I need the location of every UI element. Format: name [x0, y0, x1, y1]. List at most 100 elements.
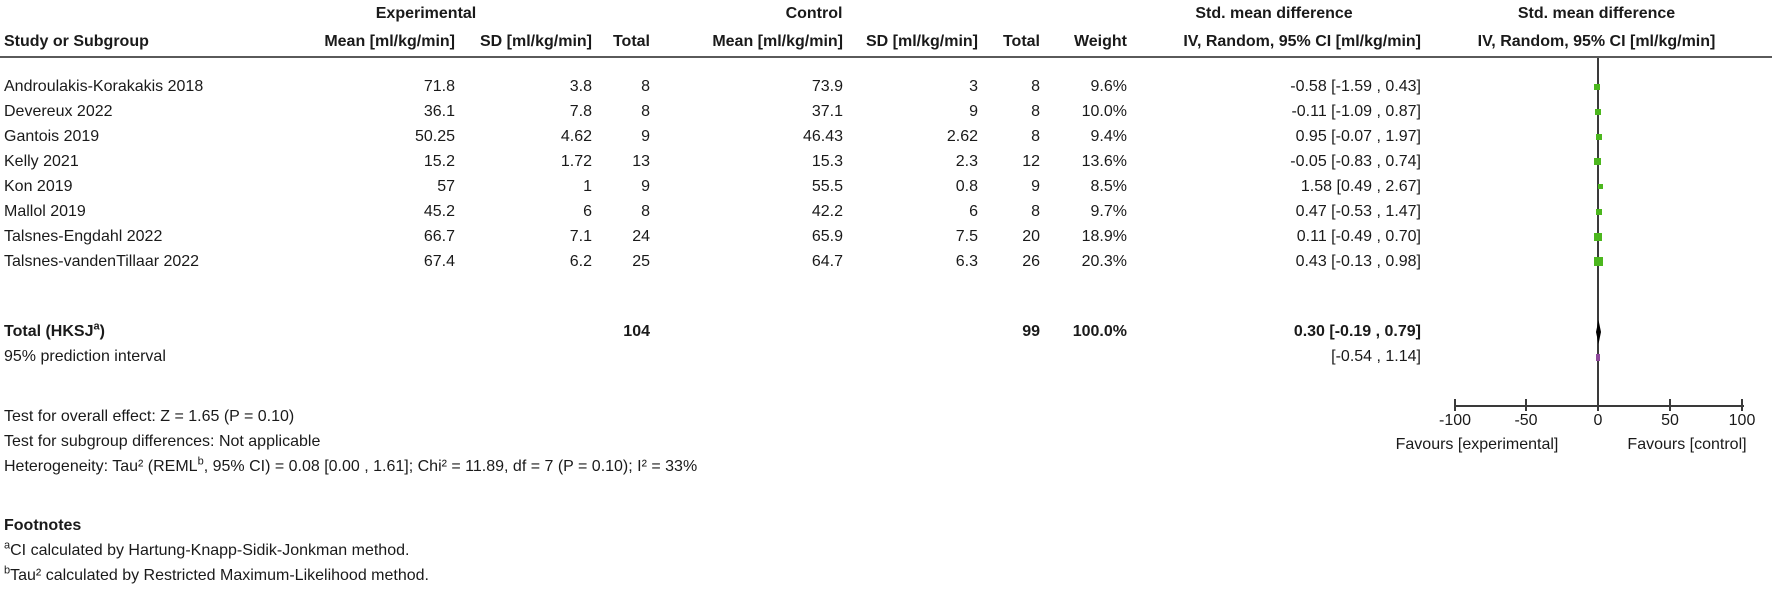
col-header-ctrl-sd: SD [ml/kg/min] [865, 33, 978, 50]
col-header-weight: Weight [1073, 33, 1127, 50]
study-name: Devereux 2022 [4, 103, 113, 120]
exp-total-value: 8 [641, 203, 650, 220]
exp-sd-value: 1 [583, 178, 592, 195]
col-header-study: Study or Subgroup [4, 33, 149, 50]
ctrl-mean-value: 64.7 [811, 253, 843, 270]
heterogeneity-pre: Heterogeneity: Tau² (REML [4, 458, 198, 475]
smd-ci-value: -0.58 [-1.59 , 0.43] [1290, 78, 1421, 95]
ctrl-total-value: 9 [1031, 178, 1040, 195]
exp-sd-value: 6.2 [569, 253, 592, 270]
exp-total-value: 9 [641, 128, 650, 145]
footnotes-block: Footnotes aCI calculated by Hartung-Knap… [0, 513, 1772, 588]
header-group-row: Experimental Control Std. mean differenc… [0, 0, 1772, 28]
smd-ci-value: 0.47 [-0.53 , 1.47] [1295, 203, 1421, 220]
study-row: Talsnes-Engdahl 2022 66.7 7.1 24 65.9 7.… [0, 224, 1772, 249]
ctrl-total-value: 26 [1022, 253, 1040, 270]
exp-sd-value: 7.8 [569, 103, 592, 120]
ctrl-total-value: 8 [1031, 103, 1040, 120]
ctrl-sd-value: 6.3 [955, 253, 978, 270]
exp-mean-value: 36.1 [423, 103, 455, 120]
study-row: Mallol 2019 45.2 6 8 42.2 6 8 9.7% 0.47 … [0, 199, 1772, 224]
smd-column-header: Std. mean difference [1195, 5, 1353, 22]
col-header-exp-sd: SD [ml/kg/min] [479, 33, 592, 50]
ctrl-sd-value: 7.5 [955, 228, 978, 245]
col-header-exp-total: Total [612, 33, 650, 50]
weight-value: 13.6% [1081, 153, 1127, 170]
exp-total-value: 24 [632, 228, 650, 245]
overall-effect-test: Test for overall effect: Z = 1.65 (P = 0… [4, 408, 295, 425]
footnote-a-text: CI calculated by Hartung-Knapp-Sidik-Jon… [10, 542, 410, 559]
study-row: Kon 2019 57 1 9 55.5 0.8 9 8.5% 1.58 [0.… [0, 174, 1772, 199]
ctrl-mean-value: 73.9 [811, 78, 843, 95]
prediction-label: 95% prediction interval [4, 348, 166, 365]
col-header-ctrl-total: Total [1002, 33, 1040, 50]
ctrl-mean-value: 46.43 [802, 128, 843, 145]
study-name: Mallol 2019 [4, 203, 86, 220]
ctrl-total-value: 8 [1031, 78, 1040, 95]
exp-sd-value: 3.8 [569, 78, 592, 95]
smd-ci-value: 0.95 [-0.07 , 1.97] [1295, 128, 1421, 145]
ctrl-mean-value: 55.5 [811, 178, 843, 195]
footnotes-title: Footnotes [4, 517, 82, 534]
weight-value: 8.5% [1090, 178, 1127, 195]
exp-total-value: 8 [641, 78, 650, 95]
ctrl-mean-value: 37.1 [811, 103, 843, 120]
study-row: Talsnes-vandenTillaar 2022 67.4 6.2 25 6… [0, 249, 1772, 274]
smd-ci-value: -0.05 [-0.83 , 0.74] [1290, 153, 1421, 170]
subgroup-differences-test: Test for subgroup differences: Not appli… [4, 433, 321, 450]
total-row: Total (HKSJa) 104 99 100.0% 0.30 [-0.19 … [0, 319, 1772, 344]
group-header-control: Control [785, 5, 843, 22]
group-header-experimental: Experimental [375, 5, 477, 22]
total-smd-ci: 0.30 [-0.19 , 0.79] [1293, 323, 1421, 340]
weight-value: 20.3% [1081, 253, 1127, 270]
total-label-main: Total (HKSJ [4, 323, 94, 340]
ctrl-sd-value: 2.3 [955, 153, 978, 170]
header-rule [0, 56, 1772, 58]
total-label-close: ) [99, 323, 105, 340]
footnote-b-marker: b [4, 564, 11, 577]
exp-mean-value: 45.2 [423, 203, 455, 220]
smd-ci-value: 1.58 [0.49 , 2.67] [1300, 178, 1421, 195]
footnote-a: aCI calculated by Hartung-Knapp-Sidik-Jo… [4, 538, 1772, 563]
weight-value: 9.6% [1090, 78, 1127, 95]
exp-mean-value: 66.7 [423, 228, 455, 245]
col-header-ctrl-mean: Mean [ml/kg/min] [712, 33, 843, 50]
study-name: Kelly 2021 [4, 153, 79, 170]
study-row: Devereux 2022 36.1 7.8 8 37.1 9 8 10.0% … [0, 99, 1772, 124]
heterogeneity-test: Heterogeneity: Tau² (REMLb, 95% CI) = 0.… [4, 454, 1772, 479]
weight-value: 18.9% [1081, 228, 1127, 245]
exp-sd-value: 7.1 [569, 228, 592, 245]
footnote-a-marker: a [4, 539, 11, 552]
prediction-ci: [-0.54 , 1.14] [1331, 348, 1421, 365]
exp-sd-value: 6 [583, 203, 592, 220]
exp-mean-value: 15.2 [423, 153, 455, 170]
header-column-row: Study or Subgroup Mean [ml/kg/min] SD [m… [0, 28, 1772, 56]
exp-sd-value: 1.72 [560, 153, 592, 170]
study-row: Androulakis-Korakakis 2018 71.8 3.8 8 73… [0, 74, 1772, 99]
total-ctrl-n: 99 [1022, 323, 1040, 340]
exp-total-value: 9 [641, 178, 650, 195]
ctrl-sd-value: 2.62 [946, 128, 978, 145]
study-row: Gantois 2019 50.25 4.62 9 46.43 2.62 8 9… [0, 124, 1772, 149]
exp-total-value: 25 [632, 253, 650, 270]
exp-mean-value: 71.8 [423, 78, 455, 95]
exp-mean-value: 50.25 [414, 128, 455, 145]
total-exp-n: 104 [623, 323, 650, 340]
ctrl-sd-value: 0.8 [955, 178, 978, 195]
ctrl-total-value: 20 [1022, 228, 1040, 245]
total-label-superscript: a [93, 320, 100, 333]
weight-value: 9.4% [1090, 128, 1127, 145]
weight-value: 10.0% [1081, 103, 1127, 120]
ctrl-sd-value: 3 [969, 78, 978, 95]
smd-ci-value: 0.43 [-0.13 , 0.98] [1295, 253, 1421, 270]
smd-ci-value: -0.11 [-1.09 , 0.87] [1291, 103, 1421, 120]
ctrl-total-value: 8 [1031, 203, 1040, 220]
study-row: Kelly 2021 15.2 1.72 13 15.3 2.3 12 13.6… [0, 149, 1772, 174]
ctrl-mean-value: 42.2 [811, 203, 843, 220]
exp-mean-value: 57 [437, 178, 455, 195]
weight-value: 9.7% [1090, 203, 1127, 220]
study-name: Talsnes-Engdahl 2022 [4, 228, 163, 245]
study-name: Gantois 2019 [4, 128, 100, 145]
exp-total-value: 13 [632, 153, 650, 170]
